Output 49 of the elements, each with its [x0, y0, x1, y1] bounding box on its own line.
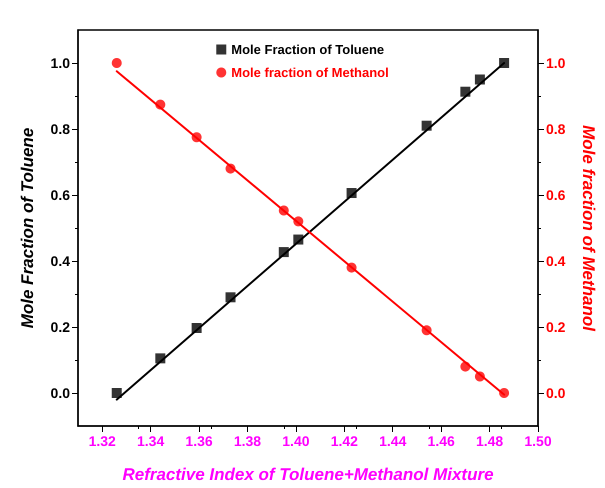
point — [112, 388, 122, 398]
point — [422, 120, 432, 131]
point — [278, 247, 289, 258]
y2-axis-title: Mole fraction of Methanol — [579, 125, 598, 332]
y-axis-title: Mole Fraction of Toluene — [18, 128, 37, 328]
point — [226, 164, 236, 174]
y-tick-label: 0.0 — [50, 385, 70, 401]
y2-tick-label: 1.0 — [546, 55, 566, 71]
point — [474, 74, 485, 84]
y-tick-label: 0.4 — [50, 253, 70, 269]
point — [422, 325, 432, 336]
point — [112, 58, 122, 68]
x-tick-label: 1.50 — [524, 433, 552, 449]
point — [155, 100, 166, 110]
point — [460, 86, 470, 97]
x-tick-label: 1.32 — [88, 433, 116, 449]
x-tick-label: 1.38 — [234, 433, 262, 449]
point — [293, 234, 304, 245]
x-tick-label: 1.40 — [282, 433, 310, 449]
point — [293, 216, 304, 226]
x-tick-label: 1.34 — [137, 433, 164, 449]
y-tick-label: 0.2 — [50, 319, 70, 335]
point — [346, 262, 357, 273]
y-tick-label: 1.0 — [50, 55, 70, 71]
point — [192, 322, 202, 333]
y2-tick-label: 0.6 — [546, 187, 566, 203]
x-tick-label: 1.46 — [428, 433, 455, 449]
point — [226, 292, 236, 302]
y-tick-label: 0.8 — [50, 121, 70, 137]
point — [155, 353, 166, 364]
y2-tick-label: 0.0 — [546, 385, 566, 401]
x-tick-label: 1.42 — [330, 433, 358, 449]
point — [278, 206, 289, 216]
point — [499, 388, 510, 398]
x-tick-label: 1.44 — [379, 433, 407, 449]
point — [499, 58, 510, 68]
y-tick-label: 0.6 — [50, 187, 70, 203]
y2-tick-label: 0.8 — [546, 121, 566, 137]
x-axis-title: Refractive Index of Toluene+Methanol Mixture — [122, 465, 494, 484]
point — [192, 132, 202, 142]
point — [460, 362, 470, 372]
legend-label: Mole fraction of Methanol — [231, 65, 389, 80]
point — [346, 188, 357, 198]
legend-label: Mole Fraction of Toluene — [231, 42, 384, 57]
point — [474, 372, 485, 382]
y2-tick-label: 0.4 — [546, 253, 566, 269]
x-tick-label: 1.48 — [476, 433, 504, 449]
y2-tick-label: 0.2 — [546, 319, 566, 335]
x-tick-label: 1.36 — [185, 433, 213, 449]
